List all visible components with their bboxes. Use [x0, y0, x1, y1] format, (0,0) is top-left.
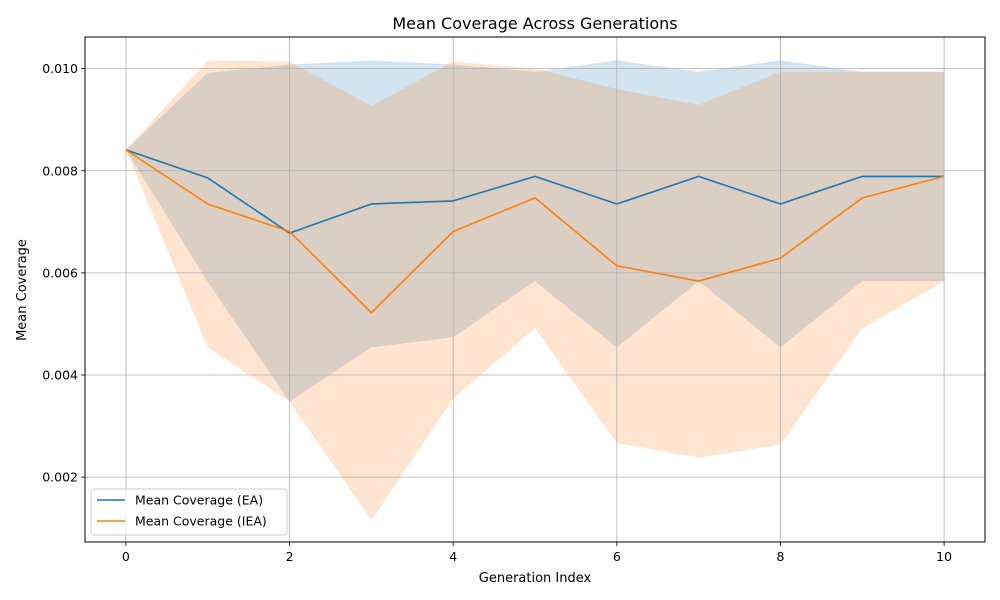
confidence-bands: [125, 60, 945, 521]
x-axis-title: Generation Index: [479, 571, 592, 586]
legend-box: [90, 488, 288, 536]
legend-label-ea: Mean Coverage (EA): [135, 493, 263, 508]
y-axis-title: Mean Coverage: [15, 239, 30, 341]
y-tick-label: 0.008: [42, 163, 78, 178]
y-tick-label: 0.010: [42, 61, 78, 76]
line-series-1: [125, 149, 945, 314]
band-series-1: [125, 60, 945, 521]
series-lines: [125, 149, 945, 314]
x-tick-label: 4: [449, 549, 457, 564]
x-axis-ticks: 0 2 4 6 8 10: [122, 542, 952, 564]
line-series-0: [125, 149, 945, 234]
plot-frame: [84, 36, 986, 543]
x-tick-label: 6: [613, 549, 621, 564]
x-tick-label: 10: [936, 549, 952, 564]
y-tick-label: 0.002: [42, 470, 78, 485]
y-tick-label: 0.004: [42, 368, 78, 383]
legend-label-iea: Mean Coverage (IEA): [135, 514, 267, 529]
chart-title: Mean Coverage Across Generations: [392, 14, 677, 33]
x-tick-label: 2: [286, 549, 294, 564]
x-tick-label: 8: [776, 549, 784, 564]
grid-lines: [85, 37, 985, 542]
legend: Mean Coverage (EA) Mean Coverage (IEA): [90, 488, 288, 536]
band-series-0: [125, 60, 945, 402]
x-tick-label: 0: [122, 549, 130, 564]
y-tick-label: 0.006: [42, 265, 78, 280]
y-axis-ticks: 0.002 0.004 0.006 0.008 0.010: [42, 61, 85, 485]
